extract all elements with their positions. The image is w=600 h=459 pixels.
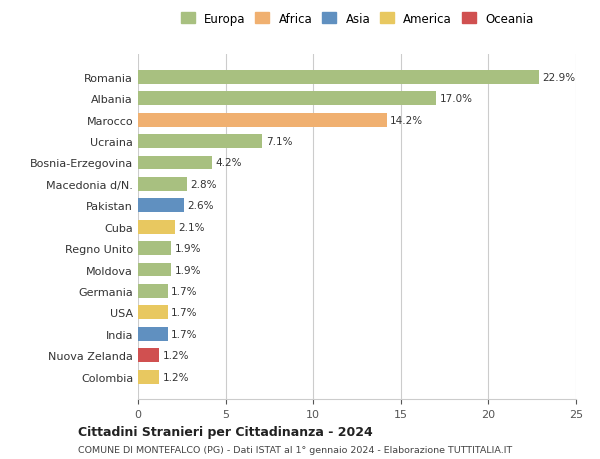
Bar	[138, 135, 262, 149]
Text: 17.0%: 17.0%	[439, 94, 472, 104]
Text: 1.7%: 1.7%	[171, 329, 198, 339]
Text: 14.2%: 14.2%	[390, 115, 424, 125]
Bar	[138, 241, 171, 256]
Text: 1.7%: 1.7%	[171, 286, 198, 296]
Text: Cittadini Stranieri per Cittadinanza - 2024: Cittadini Stranieri per Cittadinanza - 2…	[78, 425, 373, 438]
Bar	[138, 370, 159, 384]
Text: 2.8%: 2.8%	[191, 179, 217, 190]
Bar	[138, 327, 168, 341]
Bar	[138, 156, 212, 170]
Bar	[138, 306, 168, 319]
Text: 22.9%: 22.9%	[543, 73, 576, 83]
Bar	[138, 113, 387, 127]
Text: 2.6%: 2.6%	[187, 201, 214, 211]
Bar	[138, 348, 159, 362]
Text: 7.1%: 7.1%	[266, 137, 292, 147]
Bar	[138, 220, 175, 234]
Legend: Europa, Africa, Asia, America, Oceania: Europa, Africa, Asia, America, Oceania	[181, 13, 533, 26]
Bar	[138, 178, 187, 191]
Text: 1.2%: 1.2%	[163, 350, 189, 360]
Bar	[138, 263, 171, 277]
Text: 2.1%: 2.1%	[178, 222, 205, 232]
Bar	[138, 92, 436, 106]
Bar	[138, 284, 168, 298]
Text: COMUNE DI MONTEFALCO (PG) - Dati ISTAT al 1° gennaio 2024 - Elaborazione TUTTITA: COMUNE DI MONTEFALCO (PG) - Dati ISTAT a…	[78, 445, 512, 454]
Text: 4.2%: 4.2%	[215, 158, 242, 168]
Text: 1.2%: 1.2%	[163, 372, 189, 382]
Text: 1.9%: 1.9%	[175, 244, 201, 253]
Bar	[138, 199, 184, 213]
Text: 1.9%: 1.9%	[175, 265, 201, 275]
Text: 1.7%: 1.7%	[171, 308, 198, 318]
Bar	[138, 71, 539, 84]
